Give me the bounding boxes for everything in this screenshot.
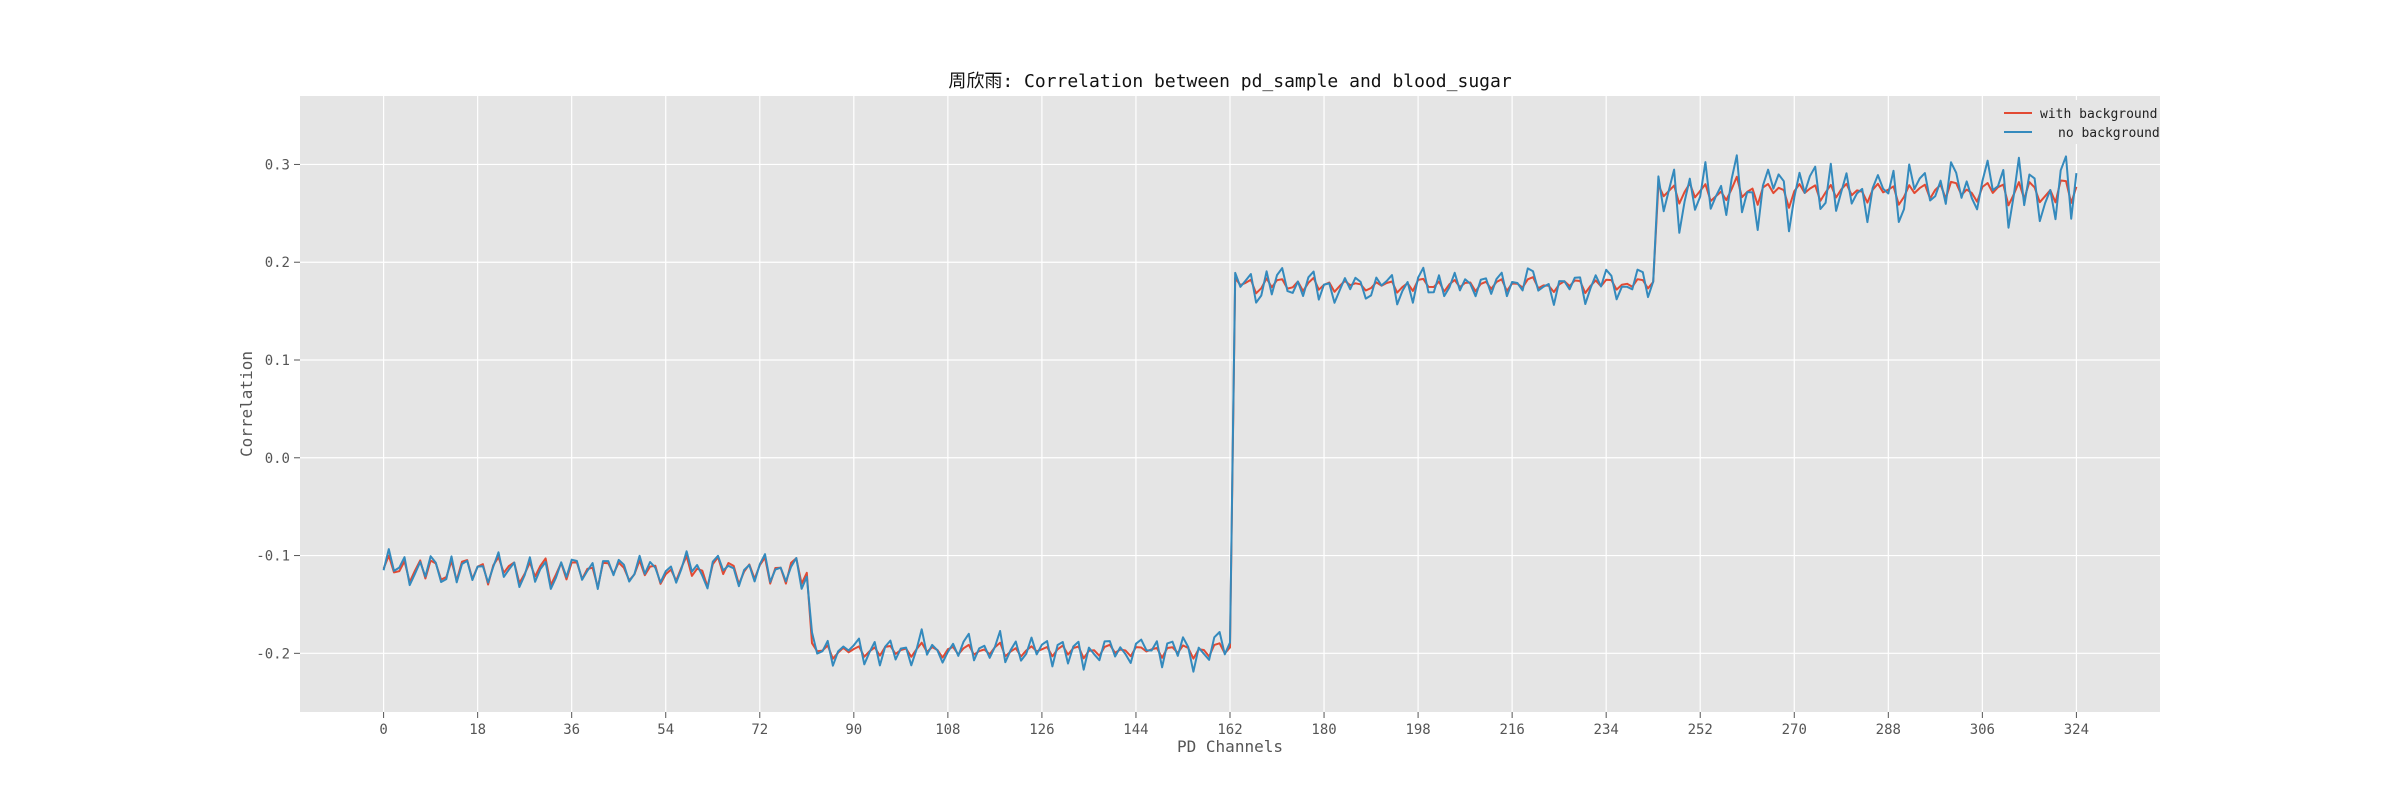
x-tick-label: 234: [1594, 722, 1619, 738]
y-tick-label: 0.0: [265, 451, 290, 467]
y-tick-label: 0.1: [265, 353, 290, 369]
x-tick-label: 162: [1217, 722, 1242, 738]
y-tick-label: 0.2: [265, 255, 290, 271]
x-tick-label: 144: [1123, 722, 1148, 738]
x-tick-label: 270: [1782, 722, 1807, 738]
legend-label-with-background: with background: [2040, 107, 2157, 122]
x-tick-label: 306: [1970, 722, 1995, 738]
x-tick-label: 252: [1688, 722, 1713, 738]
y-tick-label: 0.3: [265, 157, 290, 173]
grid-lines: [300, 96, 2160, 712]
x-tick-label: 180: [1311, 722, 1336, 738]
y-tick-label: -0.2: [256, 646, 290, 662]
y-tick-label: -0.1: [256, 549, 290, 565]
x-tick-label: 108: [935, 722, 960, 738]
x-tick-label: 0: [379, 722, 387, 738]
legend-label-no-background: no background: [2058, 126, 2160, 141]
x-tick-label: 198: [1405, 722, 1430, 738]
x-tick-label: 36: [563, 722, 580, 738]
series-line-with-background: [382, 175, 2078, 660]
chart-title: 周欣雨: Correlation between pd_sample and b…: [948, 71, 1511, 92]
series-layer: [382, 154, 2078, 673]
x-tick-label: 54: [657, 722, 674, 738]
x-tick-label: 216: [1499, 722, 1524, 738]
series-line-no-background: [382, 154, 2078, 673]
x-tick-label: 72: [751, 722, 768, 738]
x-tick-label: 288: [1876, 722, 1901, 738]
x-tick-label: 90: [845, 722, 862, 738]
legend: with background no background: [1994, 100, 2160, 144]
y-axis-label: Correlation: [237, 351, 256, 457]
x-tick-label: 18: [469, 722, 486, 738]
tick-labels: 0 18 36 54 72 90 108 126 144 162 180 198 216 234 252 27…: [256, 157, 2089, 738]
x-axis-label: PD Channels: [1177, 737, 1283, 756]
x-tick-label: 324: [2064, 722, 2089, 738]
x-tick-label: 126: [1029, 722, 1054, 738]
legend-box: [1994, 100, 2152, 144]
